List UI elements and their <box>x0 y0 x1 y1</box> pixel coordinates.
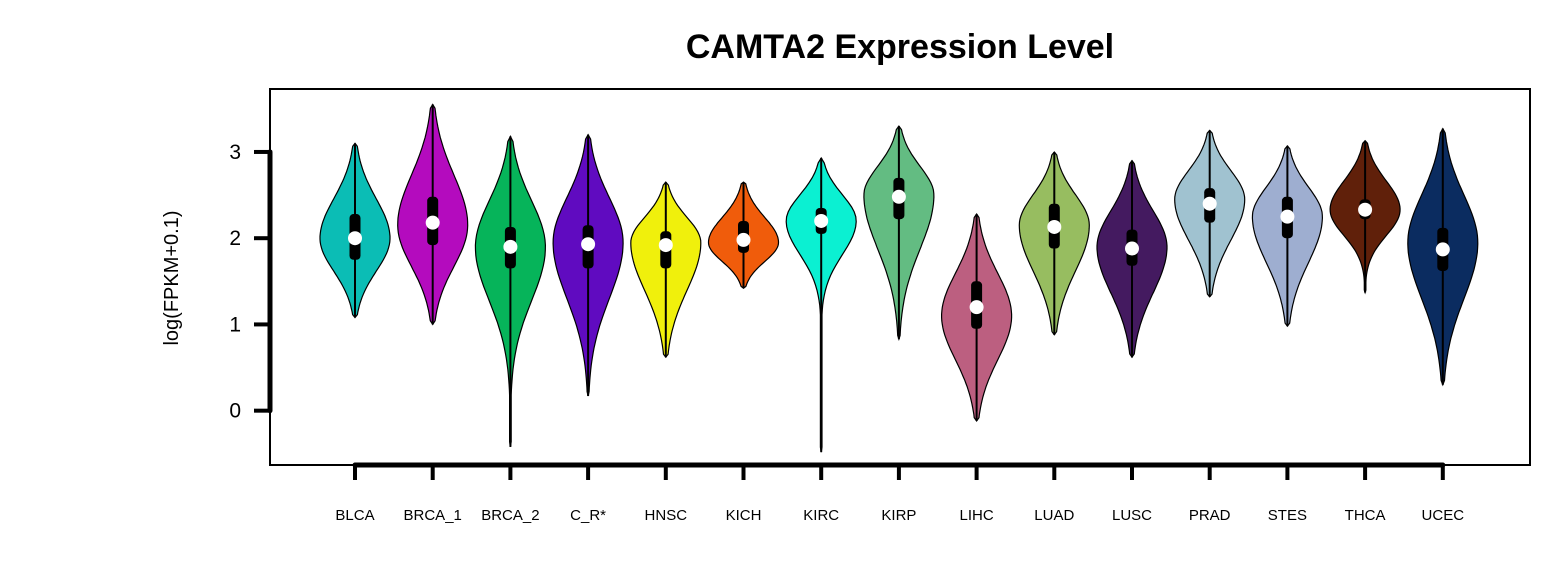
violin-brca_2 <box>474 135 547 447</box>
x-tick-label: LUAD <box>1034 507 1074 524</box>
x-tick-label: KICH <box>726 507 762 524</box>
violin-median-point <box>348 231 362 246</box>
violin-kirc <box>785 156 857 453</box>
violin-median-point <box>1358 202 1373 217</box>
x-tick-label: BRCA_2 <box>481 507 539 524</box>
x-tick-label: BLCA <box>335 507 374 524</box>
violin-thca <box>1329 139 1401 295</box>
violin-median-point <box>891 189 906 204</box>
violin-median-point <box>1125 241 1139 256</box>
y-tick-label: 0 <box>229 400 241 423</box>
violin-hnsc <box>630 181 702 359</box>
violin-median-point <box>425 215 440 230</box>
violin-median-point <box>969 300 984 315</box>
violin-median-point <box>658 238 673 253</box>
violin-median-point <box>814 213 829 228</box>
violin-lihc <box>941 212 1013 423</box>
x-tick-label: KIRC <box>803 507 839 524</box>
violin-kich <box>707 181 780 289</box>
violin-median-point <box>1047 219 1062 234</box>
x-tick-label: UCEC <box>1422 507 1465 524</box>
violin-median-point <box>1202 196 1217 211</box>
violin-ucec <box>1407 127 1479 387</box>
violin-median-point <box>736 232 751 247</box>
violin-median-point <box>1435 242 1450 257</box>
violin-median-point <box>503 239 518 254</box>
y-axis: 0 1 2 3 <box>229 141 273 423</box>
violin-stes <box>1251 144 1324 328</box>
x-tick-label: STES <box>1268 507 1307 524</box>
violin-c_r* <box>552 133 624 397</box>
y-tick-label: 3 <box>229 141 241 164</box>
x-axis: BLCA BRCA_1 BRCA_2 C_R* HNSC KICH KIRC KIRP LIHC… <box>335 462 1465 524</box>
violin-lusc <box>1096 159 1168 359</box>
violin-blca <box>319 142 391 319</box>
x-tick-label: C_R* <box>570 507 606 524</box>
x-tick-label: HNSC <box>645 507 688 524</box>
violins-group <box>319 103 1479 453</box>
x-tick-label: PRAD <box>1189 507 1231 524</box>
violin-prad <box>1174 129 1246 298</box>
chart-title: CAMTA2 Expression Level <box>686 28 1114 66</box>
y-tick-label: 2 <box>229 227 241 250</box>
violin-median-point <box>581 237 596 252</box>
violin-kirp <box>863 125 935 341</box>
violin-brca_1 <box>397 103 469 326</box>
x-tick-label: LIHC <box>960 507 994 524</box>
x-tick-label: KIRP <box>881 507 916 524</box>
x-tick-label: LUSC <box>1112 507 1152 524</box>
violin-median-point <box>1280 209 1295 224</box>
y-tick-label: 1 <box>229 313 241 336</box>
x-tick-label: THCA <box>1345 507 1386 524</box>
x-tick-label: BRCA_1 <box>404 507 462 524</box>
violin-luad <box>1018 151 1090 336</box>
y-axis-label: log(FPKM+0.1) <box>161 210 183 345</box>
